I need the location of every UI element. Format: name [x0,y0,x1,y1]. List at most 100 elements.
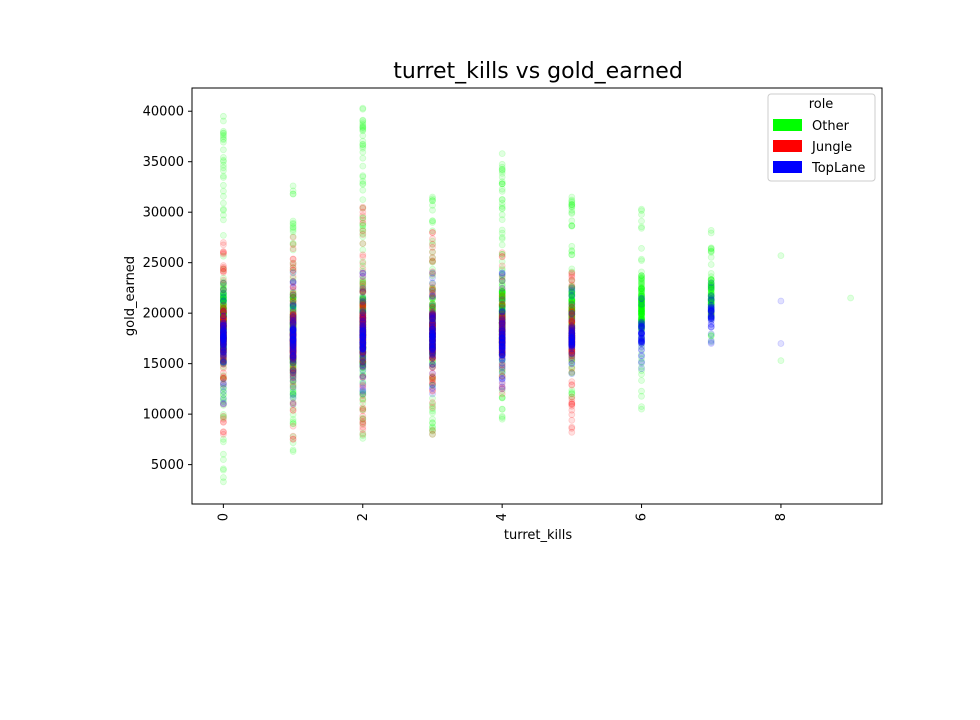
point-other [289,343,297,350]
point-other [289,293,297,301]
point-other [289,345,297,353]
point-other [359,186,367,194]
point-other [289,319,297,327]
point-other [219,335,227,343]
point-other [289,327,297,335]
point-other [289,323,297,331]
point-other [359,434,367,442]
legend-swatch-toplane [773,161,802,173]
point-other [219,324,227,332]
point-other [289,315,297,323]
point-other [219,285,227,293]
point-other [359,180,367,188]
point-other [219,336,227,344]
point-toplane [498,383,506,391]
point-other [289,320,297,328]
point-other [219,326,227,334]
point-other [289,277,297,285]
point-other [219,305,227,312]
point-jungle [219,250,227,258]
point-other [498,196,506,203]
point-other [289,390,297,397]
point-toplane [289,303,297,310]
point-other [289,448,297,455]
point-other [289,398,297,406]
point-other [359,324,367,332]
point-other [359,340,367,348]
point-other [289,392,297,400]
point-toplane [429,326,436,334]
point-other [289,306,297,314]
point-other [359,327,367,335]
point-other [359,321,367,329]
point-other [219,313,227,321]
point-toplane [359,387,367,395]
point-other [289,346,297,354]
point-other [219,334,227,342]
point-other [289,353,297,361]
point-jungle [568,416,576,424]
point-other [289,304,297,311]
point-other [219,345,227,353]
point-other [219,385,227,393]
point-other [219,345,227,353]
point-other [289,316,297,323]
y-tick-label: 10000 [143,408,184,423]
point-toplane [638,346,645,354]
point-other [219,117,227,125]
point-other [219,330,227,338]
point-other [219,295,227,303]
point-other [219,329,227,337]
point-toplane [638,338,645,346]
point-other [289,351,297,359]
point-other [289,355,297,363]
point-toplane [219,380,227,388]
point-toplane [289,313,297,321]
point-other [219,311,227,319]
point-other [289,313,297,321]
point-other [219,346,227,354]
point-other [359,298,367,306]
point-other [359,390,367,398]
point-other [289,335,297,343]
point-other [359,340,367,348]
point-other [359,140,367,148]
point-other [219,345,227,353]
point-other [289,300,297,308]
point-other [289,366,297,374]
point-other [219,274,227,282]
point-other [289,323,297,331]
point-other [359,318,367,326]
point-other [359,308,367,316]
point-other [219,338,227,346]
point-other [289,294,297,302]
point-other [219,138,227,146]
point-jungle [359,419,367,427]
point-other [219,313,227,321]
point-other [219,343,227,351]
point-other [219,466,227,474]
point-other [219,345,227,352]
point-other [219,308,227,316]
point-jungle [359,208,367,216]
point-other [359,399,367,407]
point-other [289,228,297,236]
point-other [359,295,367,302]
point-toplane [568,293,576,300]
point-other [219,309,227,317]
point-other [289,323,297,331]
point-other [219,332,227,340]
point-toplane [498,359,506,367]
point-other [219,293,227,301]
point-other [289,420,297,428]
point-other [219,187,227,195]
point-other [219,336,227,344]
point-other [289,433,297,441]
point-other [289,375,297,383]
point-other [219,384,227,392]
point-other [219,313,227,321]
point-other [219,304,227,312]
point-other [219,303,227,311]
point-other [429,219,436,226]
point-other [219,348,227,356]
